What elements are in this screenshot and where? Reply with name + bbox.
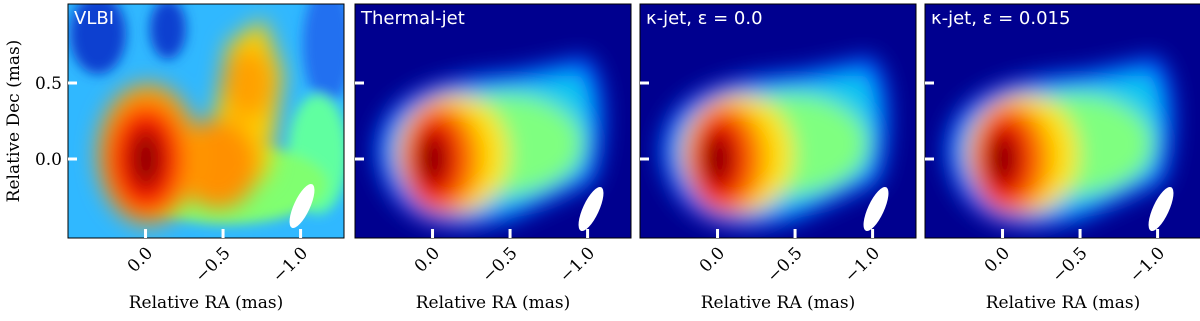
plot-frame xyxy=(924,3,1200,239)
x-tick-label: −1.0 xyxy=(841,243,884,286)
x-axis-label: Relative RA (mas) xyxy=(701,293,856,313)
plot-frame xyxy=(639,3,917,239)
x-tick-label: −0.5 xyxy=(478,243,521,286)
panel-title: κ-jet, ε = 0.015 xyxy=(931,8,1070,29)
x-tick-label: −1.0 xyxy=(269,243,312,286)
x-tick-label: 0.0 xyxy=(696,243,729,276)
x-axis-label: Relative RA (mas) xyxy=(129,293,284,313)
panel-title: Thermal-jet xyxy=(360,8,465,29)
heatmap-image xyxy=(68,0,353,238)
x-axis-label: Relative RA (mas) xyxy=(986,293,1141,313)
x-tick-label: −0.5 xyxy=(763,243,806,286)
heatmap-image xyxy=(355,4,631,238)
y-axis-label: Relative Dec (mas) xyxy=(4,40,24,203)
x-tick-label: 0.0 xyxy=(124,243,157,276)
x-tick-label: −1.0 xyxy=(1126,243,1169,286)
plot-frame xyxy=(354,3,632,239)
x-tick-label: 0.0 xyxy=(411,243,444,276)
heatmap-image xyxy=(640,4,916,238)
plot-frame xyxy=(67,3,345,239)
x-axis-label: Relative RA (mas) xyxy=(416,293,571,313)
y-tick-label: 0.0 xyxy=(35,150,62,170)
x-tick-label: 0.0 xyxy=(981,243,1014,276)
x-tick-label: −0.5 xyxy=(1048,243,1091,286)
x-tick-label: −0.5 xyxy=(191,243,234,286)
y-tick-label: 0.5 xyxy=(35,74,62,94)
panel-title: VLBI xyxy=(74,8,114,29)
x-tick-label: −1.0 xyxy=(556,243,599,286)
panel-title: κ-jet, ε = 0.0 xyxy=(646,8,763,29)
heatmap-image xyxy=(925,4,1200,238)
